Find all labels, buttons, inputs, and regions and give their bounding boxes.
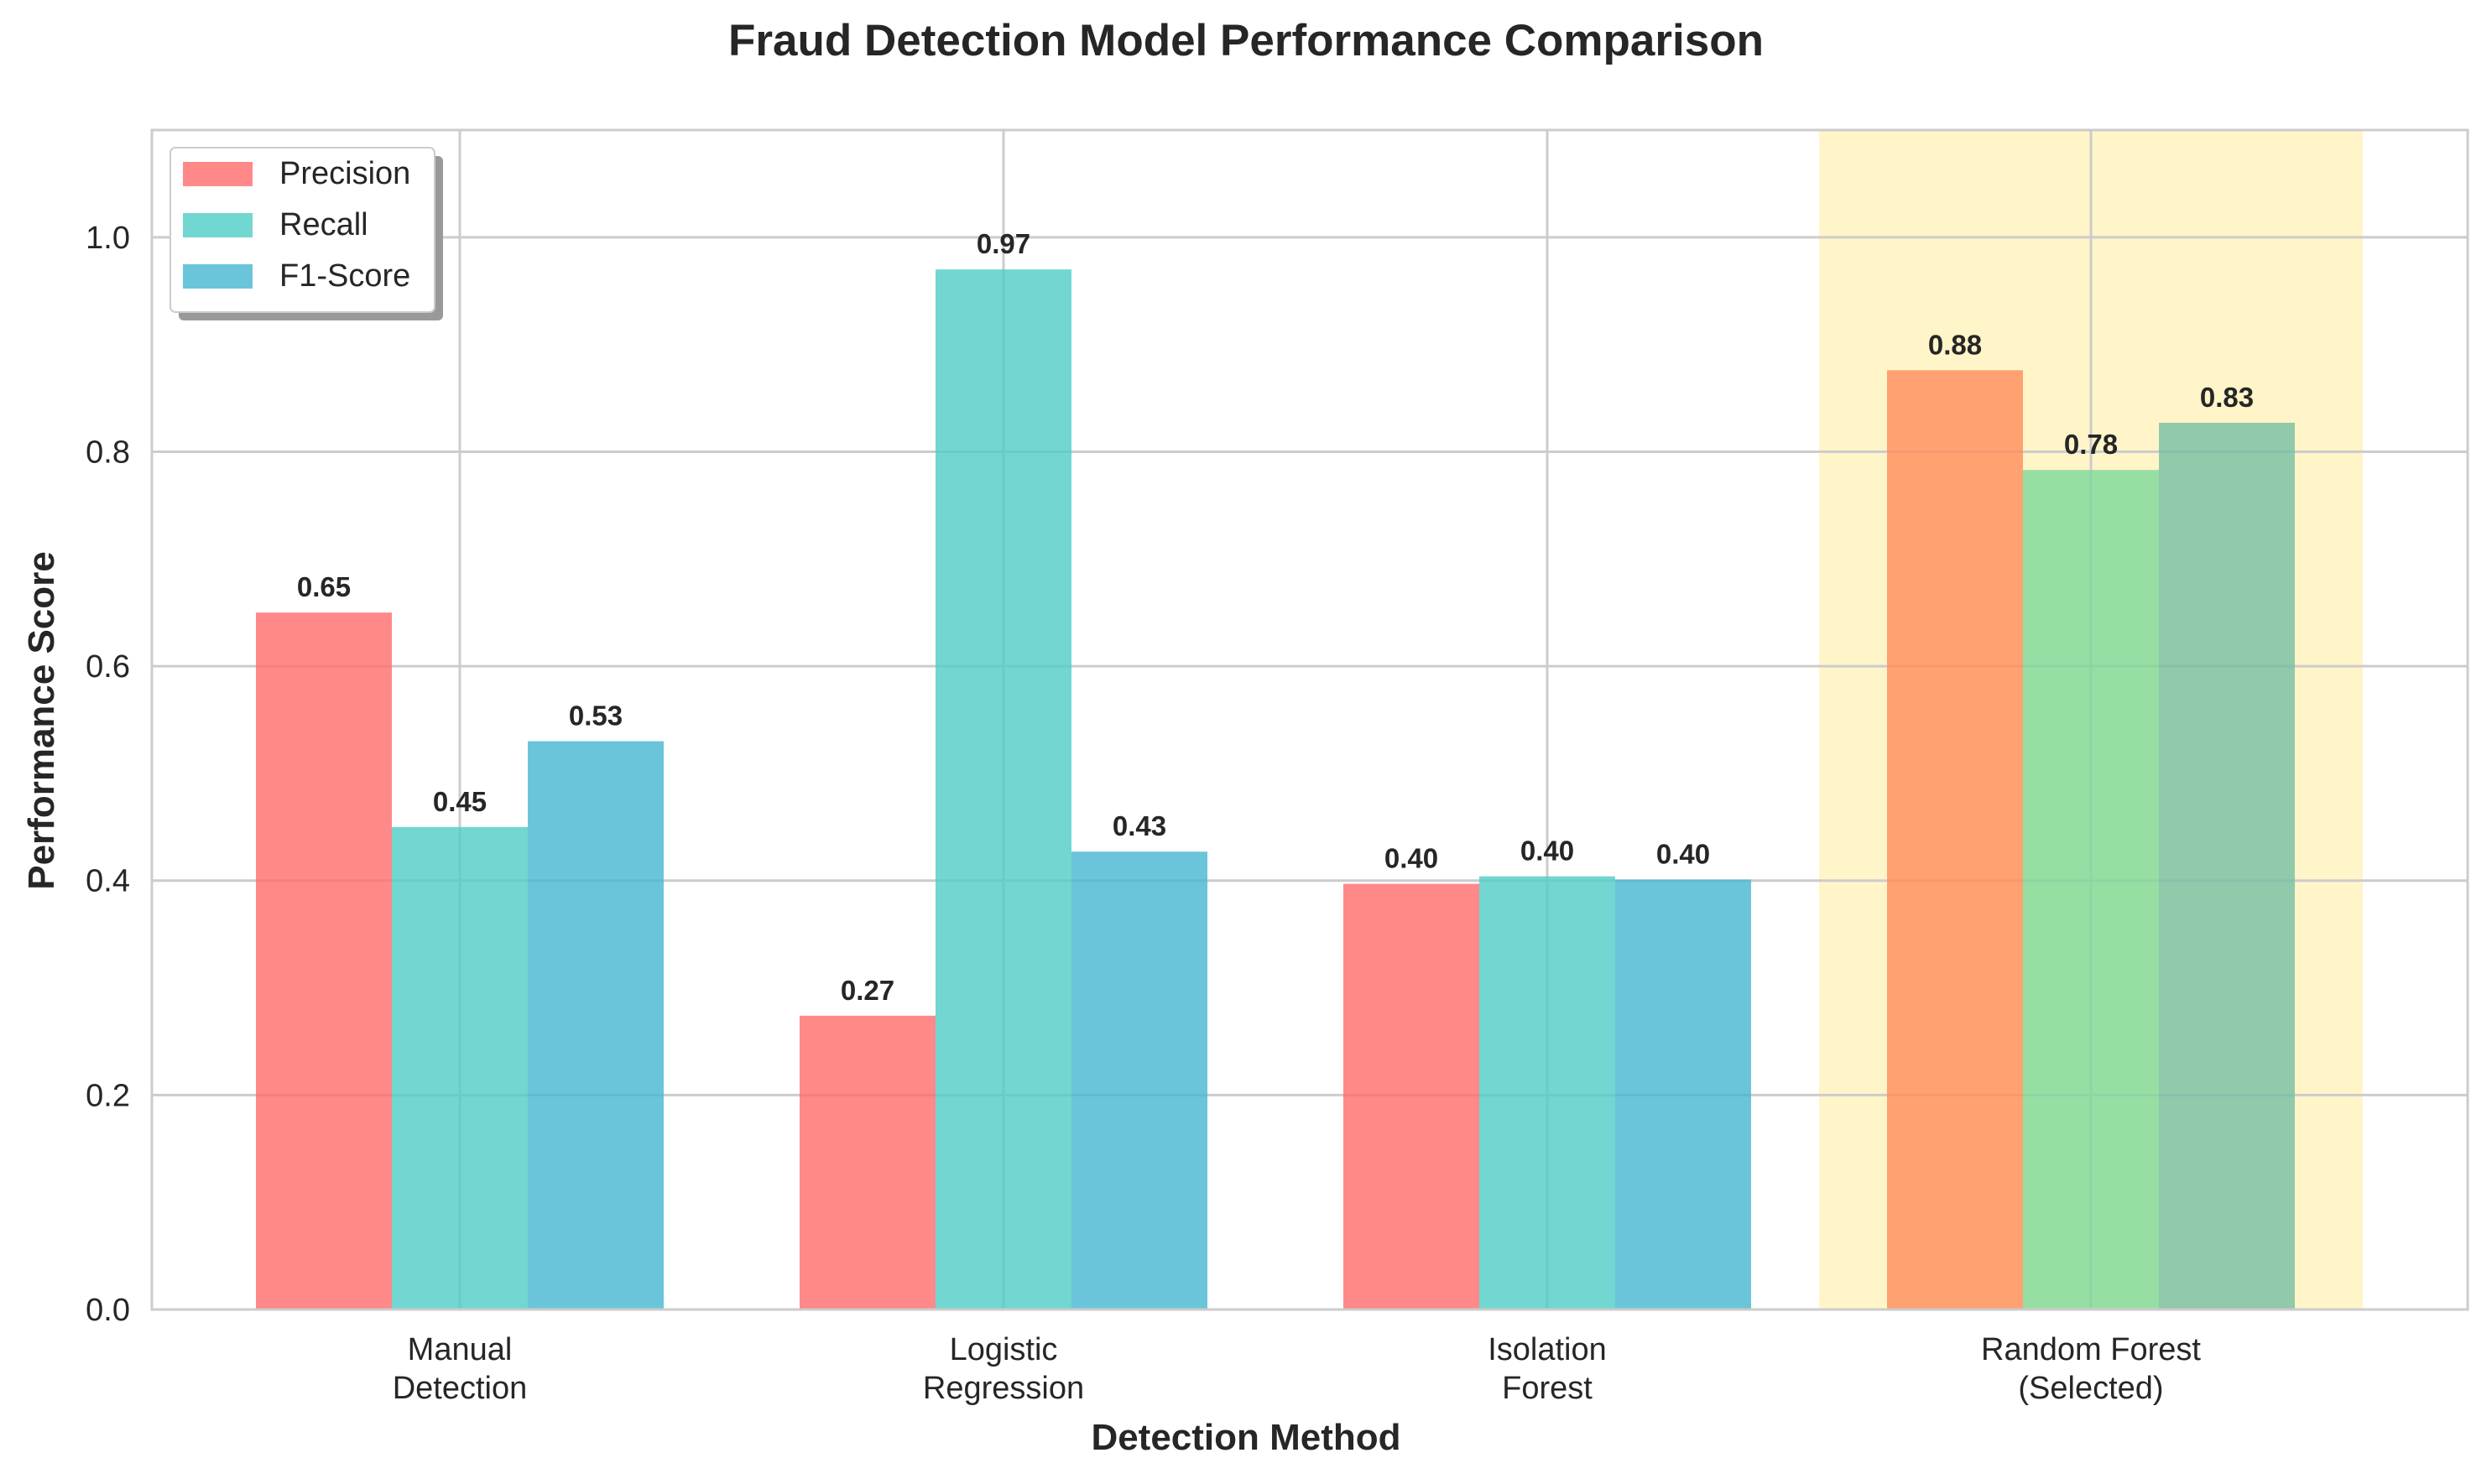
x-tick-label: Logistic Regression <box>923 1332 1084 1406</box>
bar-precision <box>1887 370 2023 1310</box>
bar-value-label: 0.83 <box>2200 382 2254 413</box>
legend-label: F1-Score <box>279 258 410 294</box>
x-tick-label: Manual Detection <box>393 1332 528 1406</box>
bar-value-label: 0.88 <box>1928 329 1982 360</box>
y-tick-label: 0.6 <box>86 649 130 685</box>
chart-title: Fraud Detection Model Performance Compar… <box>728 16 1764 65</box>
y-tick-label: 0.4 <box>86 864 130 899</box>
y-tick-label: 0.2 <box>86 1078 130 1113</box>
bar-value-label: 0.53 <box>569 700 623 732</box>
y-axis-label: Performance Score <box>21 551 62 890</box>
bar-value-label: 0.78 <box>2064 429 2118 460</box>
legend: Precision Recall F1-Score <box>169 147 443 320</box>
x-tick-label: Isolation Forest <box>1488 1332 1607 1406</box>
bar-f1-score <box>1615 879 1751 1310</box>
y-tick-label: 0.8 <box>86 435 130 470</box>
legend-label: Precision <box>279 156 410 191</box>
bar-precision <box>256 612 392 1310</box>
legend-swatch <box>183 213 253 237</box>
bar-recall <box>1479 876 1615 1310</box>
bar-value-label: 0.43 <box>1113 810 1166 841</box>
bar-recall <box>392 826 528 1310</box>
plot-frame <box>150 128 2469 1311</box>
bar-precision <box>800 1015 936 1310</box>
legend-label: Recall <box>279 207 368 242</box>
bar-f1-score <box>2159 422 2295 1310</box>
bar-value-label: 0.65 <box>297 571 351 602</box>
bar-f1-score <box>1071 851 1207 1310</box>
x-tick-label: Random Forest (Selected) <box>1981 1332 2201 1406</box>
bar-value-label: 0.45 <box>433 786 487 817</box>
bar-value-label: 0.40 <box>1520 836 1574 867</box>
bar-recall <box>936 269 1071 1310</box>
legend-swatch <box>183 162 253 186</box>
bar-value-label: 0.40 <box>1656 838 1710 869</box>
y-tick-label: 1.0 <box>86 221 130 256</box>
bar-f1-score <box>528 741 664 1310</box>
x-axis-label: Detection Method <box>1091 1417 1400 1458</box>
bar-recall <box>2023 470 2159 1310</box>
bar-value-label: 0.27 <box>841 975 894 1006</box>
y-tick-label: 0.0 <box>86 1293 130 1328</box>
bar-precision <box>1343 883 1479 1310</box>
legend-swatch <box>183 264 253 289</box>
bar-value-label: 0.97 <box>977 228 1030 259</box>
bar-value-label: 0.40 <box>1384 843 1438 874</box>
